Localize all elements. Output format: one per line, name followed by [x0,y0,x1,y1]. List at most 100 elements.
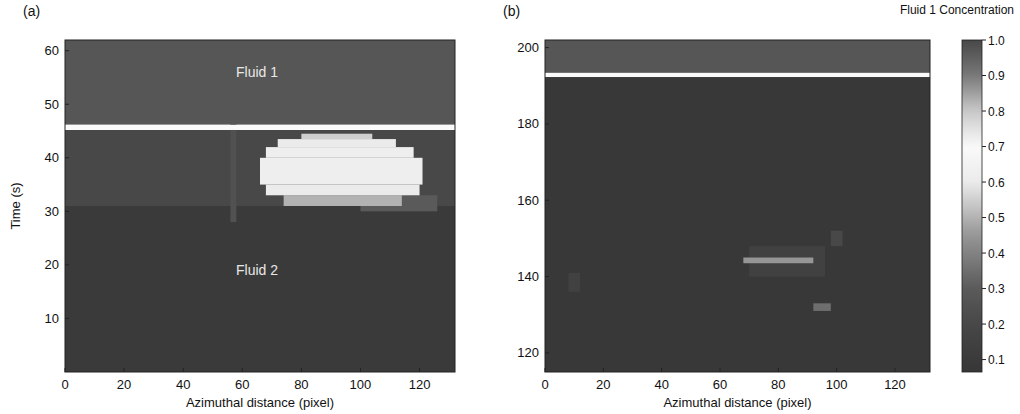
colorbar-tick-label: 0.6 [988,176,1005,190]
colorbar-tick-label: 0.4 [988,247,1005,261]
x-tick-label: 120 [409,377,431,392]
colorbar-tick [982,324,986,325]
x-tick-label: 120 [884,377,906,392]
y-tick-label: 140 [517,269,539,284]
x-axis-title: Azimuthal distance (pixel) [663,395,811,410]
y-tick [545,47,549,48]
colorbar-tick [982,359,986,360]
x-tick-label: 20 [596,377,610,392]
heat-cell [545,77,930,372]
y-tick-label: 200 [517,40,539,55]
colorbar-tick-label: 0.3 [988,282,1005,296]
heat-cell [65,206,455,372]
heat-cell [65,130,455,206]
heat-cell [65,125,455,130]
y-tick [545,276,549,277]
colorbar-tick [982,217,986,218]
heat-cell [266,185,420,196]
heat-cell [831,231,843,246]
heat-cell [813,303,831,311]
x-tick [419,368,420,372]
x-tick [603,368,604,372]
x-tick [836,368,837,372]
x-tick-label: 80 [294,377,308,392]
colorbar-tick-label: 0.7 [988,140,1005,154]
y-tick [545,123,549,124]
y-tick [65,157,69,158]
y-tick-label: 180 [517,116,539,131]
plot-frame [545,40,930,372]
heat-cell [545,40,930,73]
x-tick-label: 40 [176,377,190,392]
x-tick [895,368,896,372]
y-tick-label: 30 [45,204,59,219]
y-tick-label: 20 [45,257,59,272]
heat-cell [284,195,402,206]
cells [65,40,455,372]
x-tick-label: 60 [713,377,727,392]
annotation: Fluid 2 [236,262,278,278]
y-tick-label: 50 [45,97,59,112]
x-tick-label: 60 [235,377,249,392]
x-tick [183,368,184,372]
heat-cell [568,273,580,292]
panel-label: (b) [503,3,520,19]
colorbar-tick [982,40,986,41]
x-tick [301,368,302,372]
colorbar-tick [982,75,986,76]
colorbar-tick [982,182,986,183]
y-tick-label: 160 [517,193,539,208]
x-tick [661,368,662,372]
colorbar-tick-label: 0.8 [988,105,1005,119]
colorbar-tick-label: 0.1 [988,353,1005,367]
panel-label: (a) [23,3,40,19]
heat-cell [65,40,455,125]
heat-cell [301,134,372,139]
x-tick [545,368,546,372]
panel: 020406080100120102030405060Azimuthal dis… [8,3,455,410]
colorbar-title: Fluid 1 Concentration [900,3,1014,17]
heat-cell [260,158,423,185]
colorbar-tick [982,253,986,254]
y-tick-label: 120 [517,345,539,360]
x-tick-label: 40 [654,377,668,392]
colorbar-tick [982,111,986,112]
y-tick-label: 10 [45,311,59,326]
colorbar-tick-label: 1.0 [988,34,1005,48]
y-axis-title: Time (s) [8,182,23,229]
x-tick [360,368,361,372]
y-tick [65,211,69,212]
x-axis-title: Azimuthal distance (pixel) [186,395,334,410]
heat-cell [278,139,396,147]
plot-frame [65,40,455,372]
x-tick [124,368,125,372]
colorbar-tick-label: 0.5 [988,211,1005,225]
y-tick-label: 60 [45,43,59,58]
x-tick-label: 100 [350,377,372,392]
heat-cell [266,147,414,158]
x-tick-label: 100 [826,377,848,392]
panel: 0 20 40 60 80 100 120 120 140 160 180 200 Azimuthal … [503,3,1014,410]
heat-cell [743,258,813,264]
y-tick [65,50,69,51]
x-tick-label: 0 [541,377,548,392]
figure: 0 20 40 60 80 100 120 10 20 30 40 50 60 Azimuthal dis… [0,0,1020,414]
x-tick [65,368,66,372]
colorbar-tick [982,146,986,147]
x-tick [242,368,243,372]
y-tick [65,104,69,105]
colorbar-tick-label: 0.9 [988,69,1005,83]
x-tick [720,368,721,372]
colorbar-tick [982,288,986,289]
annotation: Fluid 1 [236,64,278,80]
y-tick [65,264,69,265]
colorbar-tick-label: 0.2 [988,318,1005,332]
y-tick [65,318,69,319]
x-tick-label: 80 [771,377,785,392]
heat-cell [545,73,930,77]
x-tick-label: 0 [61,377,68,392]
y-tick [545,352,549,353]
cells [545,40,930,372]
colorbar [962,40,982,372]
x-tick-label: 20 [117,377,131,392]
